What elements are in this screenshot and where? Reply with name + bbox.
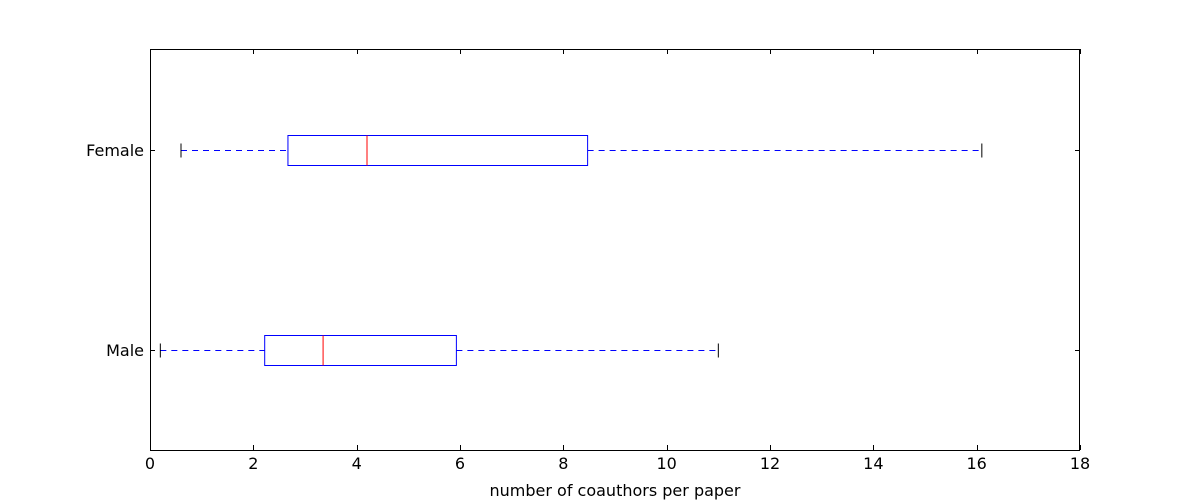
boxes-layer: [159, 135, 983, 366]
y-tick-label: Male: [106, 341, 144, 360]
x-tick-label: 6: [455, 454, 465, 473]
x-tick-label: 16: [966, 454, 986, 473]
iqr-box: [264, 335, 457, 366]
x-tick-label: 0: [145, 454, 155, 473]
x-tick-label: 14: [863, 454, 883, 473]
x-axis-label: number of coauthors per paper: [490, 481, 741, 500]
x-tick-label: 18: [1070, 454, 1090, 473]
plot-frame: [150, 49, 1080, 451]
iqr-box: [287, 135, 589, 166]
y-tick-label: Female: [86, 141, 144, 160]
box-group: [180, 135, 983, 166]
x-tick-label: 12: [760, 454, 780, 473]
x-tick-label: 8: [558, 454, 568, 473]
labels-layer: 0 2 4 6 8 10 12 14 16 18 Male Female: [86, 141, 1090, 473]
x-tick-label: 2: [248, 454, 258, 473]
x-tick-label: 4: [352, 454, 362, 473]
x-tick-label: 10: [656, 454, 676, 473]
box-group: [159, 335, 719, 366]
